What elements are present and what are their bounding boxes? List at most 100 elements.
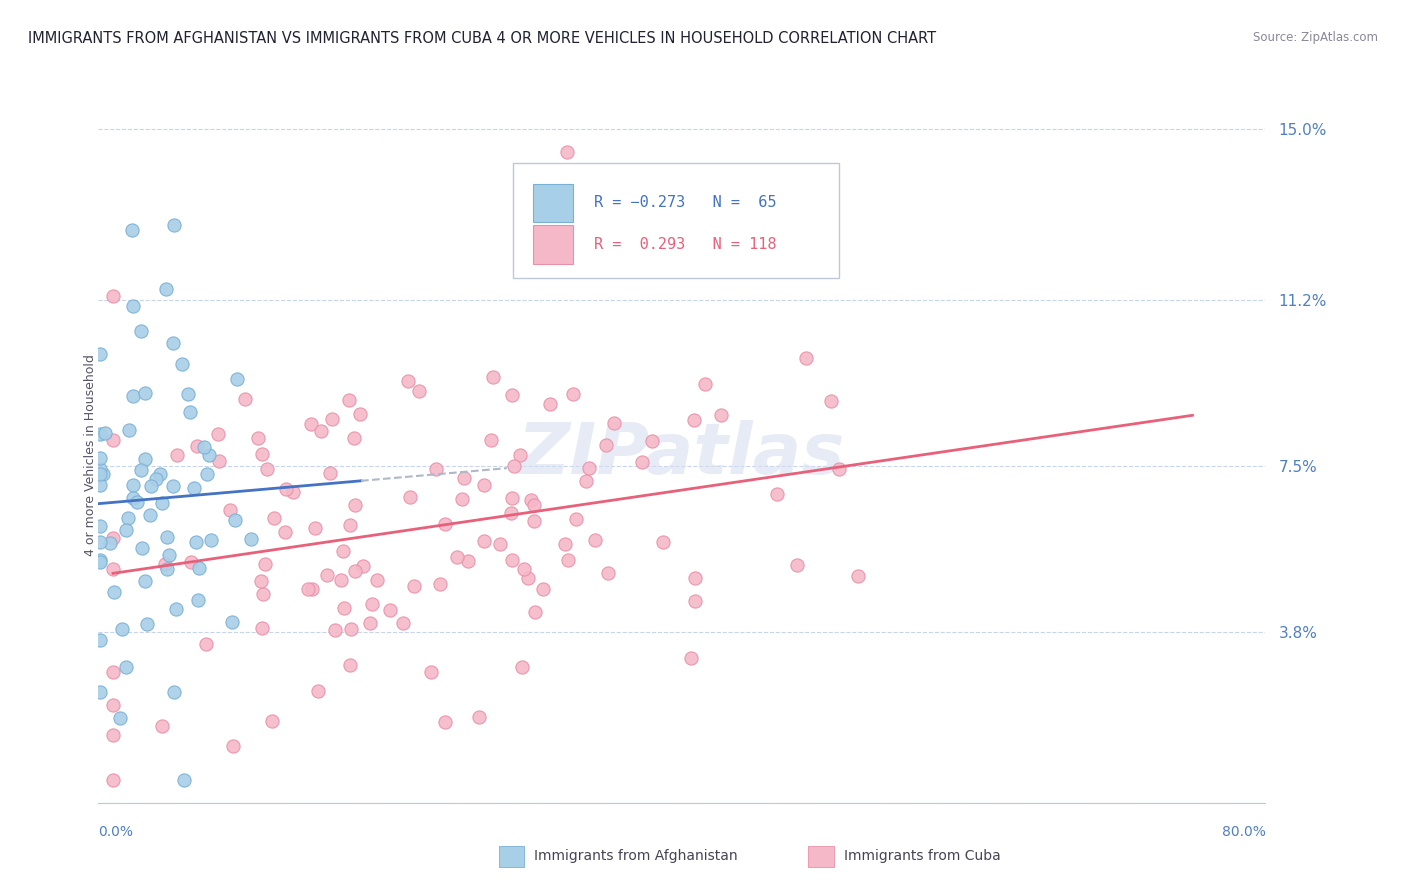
Bar (533, 226, 574, 264)
Point (226, 372, 249, 386)
Point (596, 566, 619, 581)
Point (179, 556, 201, 570)
Point (710, 408, 733, 422)
Point (321, 412, 343, 426)
Point (332, 601, 354, 615)
Point (100, 535, 122, 549)
Point (89, 347, 111, 361)
Point (304, 521, 326, 535)
Point (820, 394, 842, 409)
Point (419, 665, 441, 680)
Text: R =  0.293   N = 118: R = 0.293 N = 118 (595, 237, 778, 252)
Point (162, 478, 184, 492)
Point (631, 455, 654, 469)
Point (479, 434, 502, 448)
Point (299, 417, 322, 432)
Point (359, 616, 381, 631)
Point (554, 537, 576, 551)
Point (262, 714, 284, 729)
Point (131, 462, 153, 476)
Point (184, 534, 207, 549)
Point (794, 351, 817, 366)
Point (198, 449, 221, 463)
Point (523, 605, 546, 619)
Point (136, 617, 159, 632)
Point (453, 471, 475, 485)
Point (208, 454, 231, 468)
Point (94, 426, 117, 441)
Point (111, 622, 134, 636)
Point (172, 357, 194, 371)
Point (513, 562, 536, 576)
Point (155, 282, 177, 296)
Text: ZIPatlas: ZIPatlas (519, 420, 845, 490)
Point (281, 485, 304, 500)
Point (89, 478, 111, 492)
Point (222, 739, 245, 754)
Point (101, 773, 124, 788)
Point (138, 508, 160, 522)
Point (165, 602, 187, 616)
Point (425, 462, 447, 476)
Point (263, 511, 285, 525)
Point (101, 728, 124, 742)
Point (89, 534, 111, 549)
Point (233, 392, 256, 406)
Point (183, 481, 205, 495)
Point (89, 427, 111, 442)
Point (117, 511, 139, 525)
Point (402, 579, 425, 593)
Point (108, 711, 131, 725)
Point (118, 423, 141, 437)
Point (127, 495, 149, 509)
Point (342, 431, 364, 445)
Point (256, 462, 278, 476)
Point (207, 426, 229, 441)
Point (157, 549, 180, 563)
Point (145, 472, 167, 486)
Point (195, 467, 218, 481)
Point (503, 459, 526, 474)
Point (434, 714, 457, 729)
Point (297, 582, 319, 597)
Point (564, 512, 586, 526)
Point (101, 531, 124, 545)
Point (429, 577, 451, 591)
Point (89, 553, 111, 567)
Point (520, 493, 543, 508)
Point (339, 658, 361, 673)
Point (218, 503, 240, 517)
Point (187, 592, 209, 607)
Point (173, 773, 195, 788)
Point (531, 582, 554, 596)
Point (250, 621, 273, 635)
Point (156, 562, 179, 576)
Point (352, 558, 374, 573)
Point (408, 384, 430, 398)
Point (121, 299, 143, 313)
Point (339, 517, 361, 532)
Point (340, 623, 363, 637)
Point (319, 466, 342, 480)
Point (129, 324, 152, 338)
Text: R = −0.273   N =  65: R = −0.273 N = 65 (595, 195, 778, 211)
Point (501, 506, 523, 520)
Point (309, 424, 332, 438)
Point (848, 568, 870, 582)
Point (828, 462, 851, 476)
Point (472, 478, 495, 492)
Point (450, 492, 472, 507)
Point (89, 685, 111, 699)
Point (307, 684, 329, 698)
Point (434, 516, 457, 531)
Point (153, 557, 176, 571)
Point (517, 571, 540, 585)
Point (252, 447, 274, 461)
Bar (533, 184, 574, 222)
Point (177, 387, 200, 401)
Point (337, 392, 360, 407)
Text: 0.0%: 0.0% (98, 825, 134, 839)
Text: Immigrants from Afghanistan: Immigrants from Afghanistan (534, 849, 738, 863)
Point (91, 467, 114, 482)
Point (501, 553, 523, 567)
